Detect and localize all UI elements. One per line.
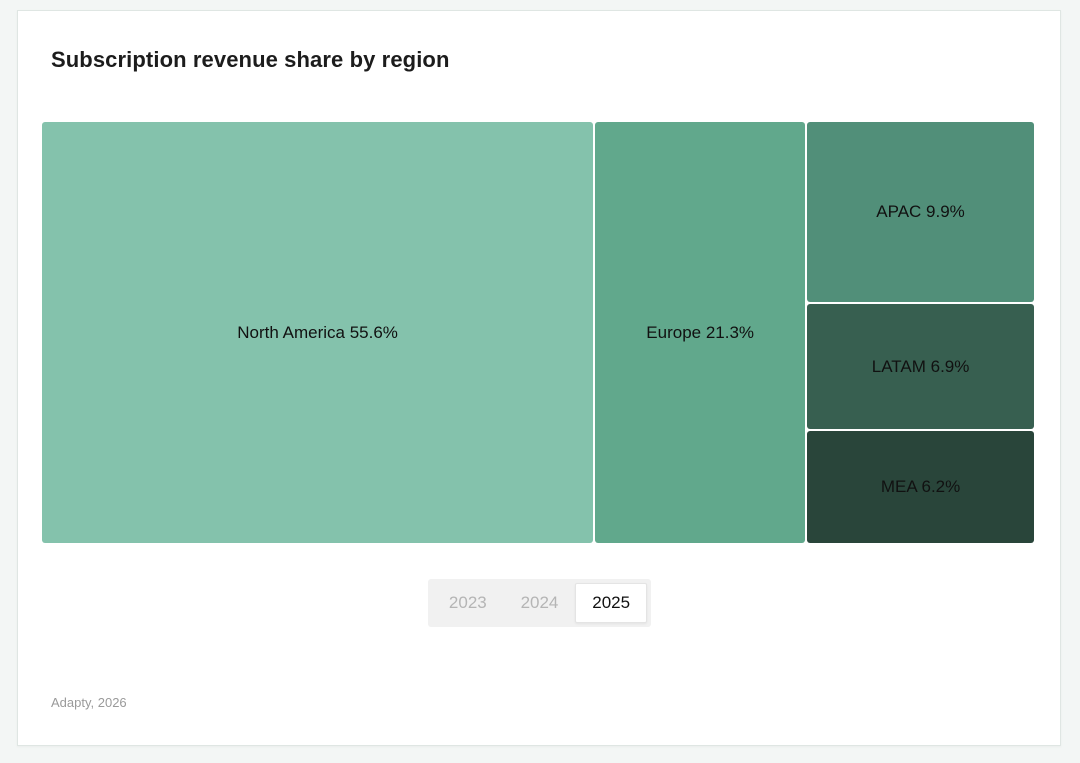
treemap-tile-latam[interactable]: LATAM 6.9% [807, 304, 1034, 429]
year-tab-2023[interactable]: 2023 [448, 593, 487, 612]
year-tab-2025[interactable]: 2025 [575, 583, 647, 623]
chart-card: Subscription revenue share by region Nor… [17, 10, 1061, 746]
treemap-tile-apac[interactable]: APAC 9.9% [807, 122, 1034, 303]
tile-label: MEA 6.2% [880, 476, 961, 496]
source-note: Adapty, 2026 [51, 695, 127, 710]
tile-label: North America 55.6% [237, 322, 398, 342]
tile-label: Europe 21.3% [646, 322, 755, 342]
treemap-tile-north-america[interactable]: North America 55.6% [42, 122, 594, 543]
tile-label: LATAM 6.9% [871, 356, 970, 376]
year-tab-2024[interactable]: 2024 [520, 593, 559, 612]
year-selector: 2023 2024 2025 [428, 579, 651, 627]
tile-label: APAC 9.9% [876, 202, 965, 222]
treemap: North America 55.6% Europe 21.3% APAC 9.9%… [42, 122, 1036, 545]
treemap-tile-mea[interactable]: MEA 6.2% [807, 430, 1034, 543]
treemap-tile-europe[interactable]: Europe 21.3% [595, 122, 806, 543]
chart-title: Subscription revenue share by region [51, 47, 450, 72]
